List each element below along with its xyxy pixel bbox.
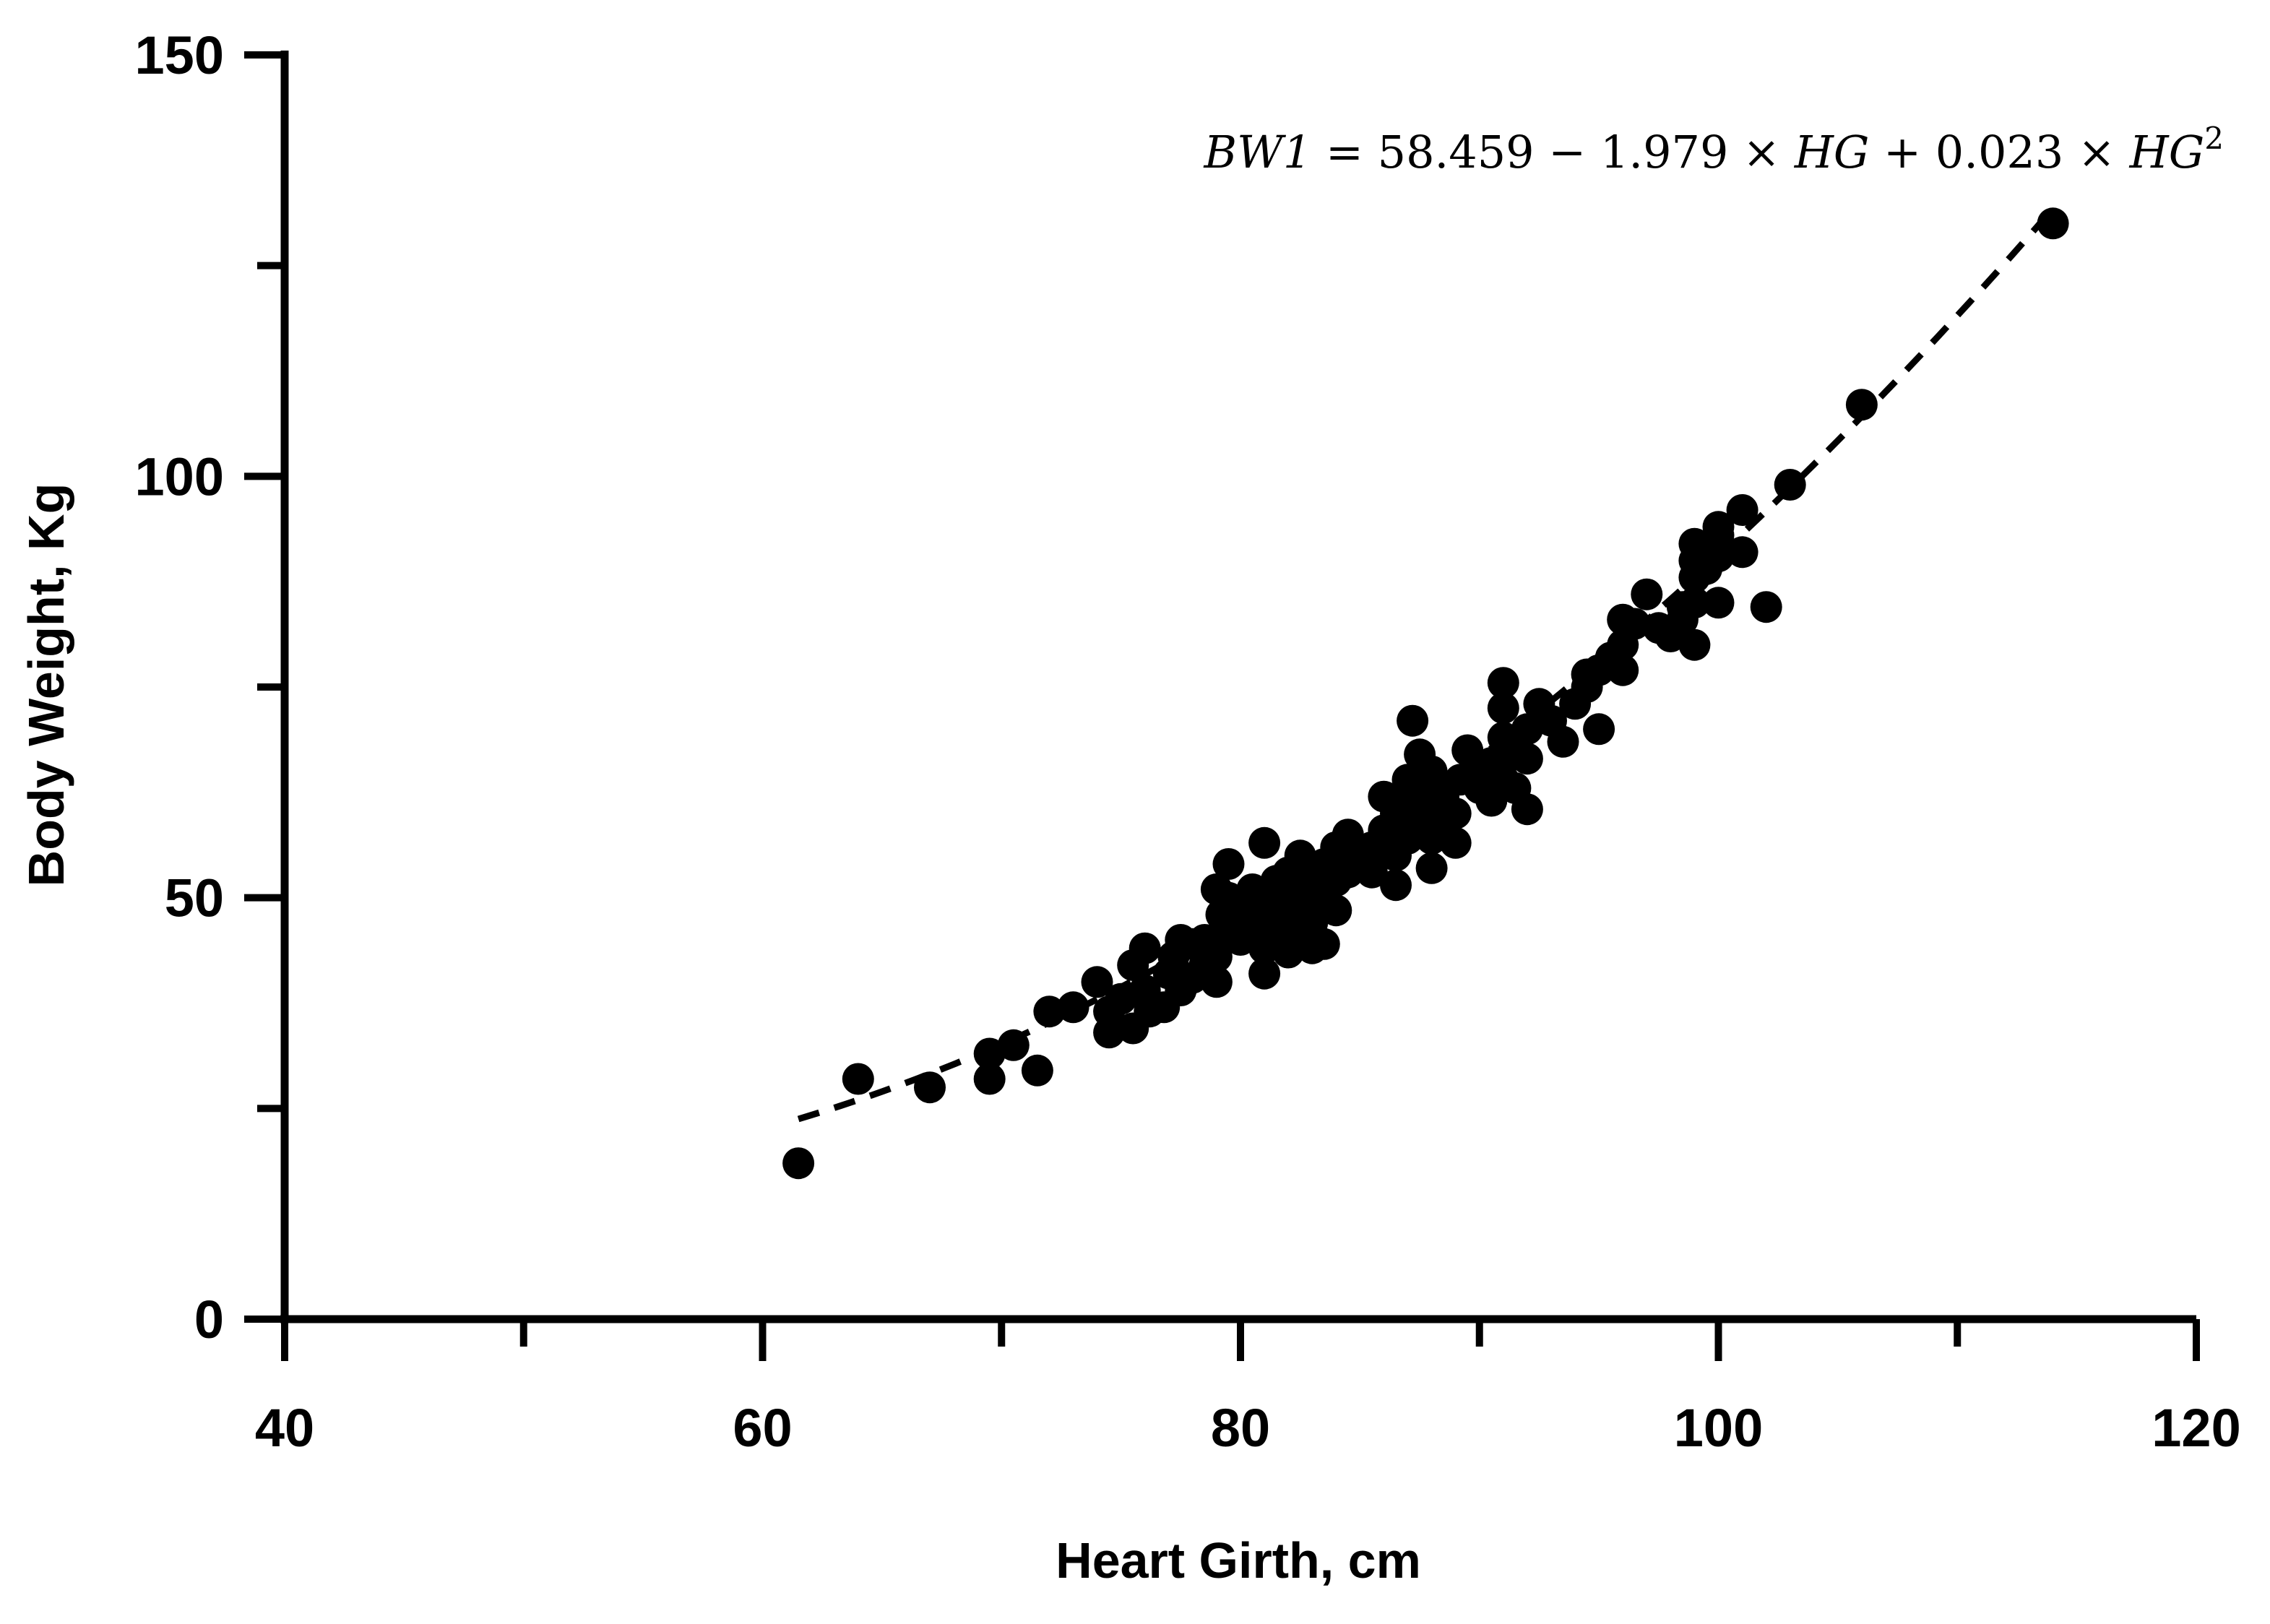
y-tick-label: 100 [135, 446, 224, 506]
data-point [1607, 654, 1639, 686]
x-tick-label: 60 [733, 1398, 792, 1458]
data-point [842, 1063, 874, 1095]
equation-mid: + 0.023 × [1869, 126, 2129, 178]
data-point [1631, 578, 1663, 610]
data-point [997, 1029, 1030, 1061]
data-point [1105, 982, 1137, 1015]
data-point [1033, 995, 1066, 1028]
data-point [1380, 869, 1412, 902]
data-point [1320, 894, 1352, 927]
data-point [1702, 587, 1735, 619]
data-point [1397, 704, 1429, 737]
data-point [1415, 852, 1448, 884]
data-point [1774, 469, 1806, 501]
ticks-layer: 40 60 80 100 120 0 50 100 150 [135, 25, 2241, 1458]
data-point [1284, 839, 1316, 872]
data-points-layer [782, 207, 2069, 1180]
data-point [1128, 932, 1161, 964]
equation-var-2: HG [2129, 126, 2205, 178]
data-point [1678, 587, 1711, 619]
data-point [1726, 536, 1758, 569]
data-point [1702, 511, 1735, 543]
x-tick-label: 40 [255, 1398, 314, 1458]
data-point [1487, 667, 1519, 699]
x-tick-label: 100 [1674, 1398, 1763, 1458]
data-point [1750, 591, 1782, 623]
data-point [1212, 848, 1245, 880]
data-point [1355, 856, 1388, 889]
data-point [1248, 826, 1281, 859]
regression-equation: BW1 = 58.459 − 1.979 × HG + 0.023 × HG2 [1204, 121, 2224, 178]
data-point [1583, 713, 1615, 746]
y-axis-title: Body Weight, Kg [18, 483, 74, 887]
data-point [1200, 966, 1233, 998]
data-point [1678, 629, 1711, 661]
data-point [1547, 725, 1579, 758]
data-point [1057, 991, 1089, 1024]
data-point [2037, 207, 2069, 240]
data-point [1248, 957, 1281, 990]
data-point [1511, 713, 1543, 746]
fit-curve [797, 206, 2055, 1123]
y-tick-label: 50 [165, 868, 224, 928]
data-point [1511, 743, 1543, 775]
equation-exponent: 2 [2204, 121, 2224, 156]
data-point [1021, 1054, 1053, 1087]
y-tick-label: 150 [135, 25, 224, 85]
data-point [1200, 941, 1233, 973]
equation-lhs: BW1 [1204, 126, 1312, 178]
data-point [973, 1037, 1006, 1070]
data-point [1415, 755, 1448, 787]
data-point [914, 1071, 946, 1104]
data-point [1511, 793, 1543, 826]
data-point [1845, 389, 1878, 421]
axes-layer [280, 51, 2196, 1323]
data-point [1439, 798, 1472, 829]
x-tick-label: 120 [2152, 1398, 2240, 1458]
data-point [1308, 928, 1340, 960]
data-point [1081, 966, 1113, 998]
data-point [1093, 1016, 1126, 1049]
data-point [973, 1063, 1006, 1095]
equation-var-1: HG [1794, 126, 1870, 178]
data-point [782, 1147, 815, 1180]
data-point [1618, 608, 1651, 640]
data-point [1439, 826, 1472, 859]
x-axis-title: Heart Girth, cm [1056, 1532, 1421, 1589]
data-point [1726, 494, 1758, 526]
data-point [1487, 692, 1519, 725]
x-tick-label: 80 [1211, 1398, 1270, 1458]
y-tick-label: 0 [194, 1290, 224, 1349]
data-point [1678, 527, 1711, 560]
equation-eq: = 58.459 − 1.979 × [1311, 126, 1795, 178]
fit-curve-layer [797, 206, 2055, 1123]
